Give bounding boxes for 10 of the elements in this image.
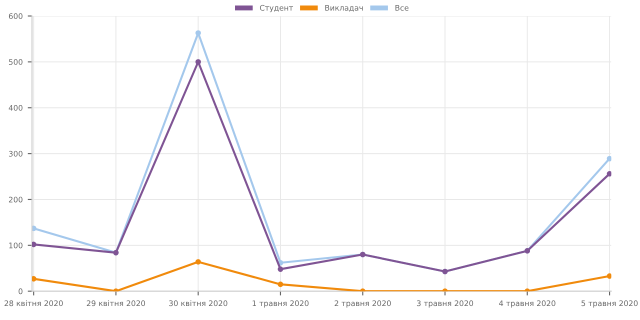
point [32, 226, 36, 232]
point [606, 273, 612, 279]
point [606, 156, 612, 162]
point [32, 276, 36, 282]
point [32, 242, 36, 248]
point [278, 282, 284, 288]
point [195, 259, 201, 265]
point [195, 59, 201, 65]
point [278, 266, 284, 272]
point [606, 171, 612, 177]
